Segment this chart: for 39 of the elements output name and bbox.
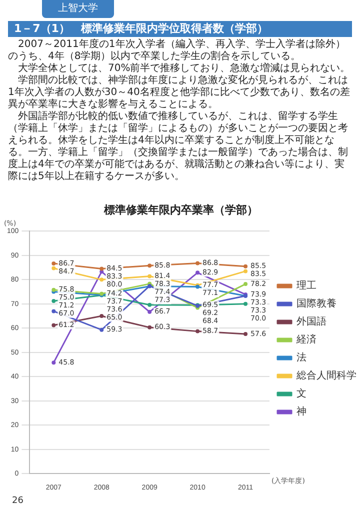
point	[148, 302, 152, 307]
legend-label: 神	[296, 406, 306, 418]
text: 2007～2011年度の1年次入学者（編入学、再入学、学士入学者は除外）のうち、4年（8学期）以内で卒業した学生の割合を示している。	[8, 39, 346, 62]
text: 上智大学	[42, 0, 114, 18]
legend-label: 法	[296, 352, 306, 364]
point	[52, 360, 56, 365]
point	[148, 274, 152, 278]
legend-label: 文	[296, 388, 306, 400]
point	[148, 310, 152, 314]
point	[244, 264, 248, 268]
text: 26	[12, 496, 24, 506]
point	[244, 332, 248, 336]
point	[196, 261, 200, 266]
point	[148, 264, 152, 268]
point	[148, 325, 152, 330]
legend-label: 総合人間科学	[296, 370, 356, 382]
point	[52, 309, 56, 314]
legend-label: 理工	[296, 280, 316, 292]
point	[196, 329, 200, 334]
point	[244, 269, 248, 274]
point	[100, 314, 104, 318]
chart-title: 標準修業年限内卒業率（学部）	[103, 203, 258, 216]
legend-label: 外国語	[296, 316, 326, 328]
point	[244, 282, 248, 286]
point	[52, 299, 56, 304]
text: 学部間の比較では、神学部は年度により急激な変化が見られるが、これは1年次入学者の人数が30～40名程度と他学部に比べて少数であり、数名の差異が卒業率に大きな影響を与えることによる。	[8, 75, 351, 110]
legend-label: 経済	[296, 334, 316, 346]
point	[52, 261, 56, 266]
point	[100, 266, 104, 271]
legend-label: 国際教養	[296, 298, 336, 310]
point	[100, 278, 104, 282]
point	[244, 302, 248, 306]
text: 1－7（1） 標準修業年限内学位取得者数（学部）	[8, 21, 352, 37]
point	[52, 266, 56, 270]
point	[100, 328, 104, 332]
point	[196, 270, 200, 275]
point	[52, 323, 56, 328]
text: 外国語学部が比較的低い数値で推移しているが、これは、留学する学生（学籍上「休学」または「留学」によるもの）が多いことが一つの要因と考えられる。休学をした学生は4年以内に卒業することが制度上不可能となる。一方、学籍上「留学」（交換留学または一般留学）であった場合は、制度上は4年での卒業が可能ではあるが、就職活動との兼ね合い等により、実際には5年以上在籍するケースが多い。	[8, 111, 349, 183]
text: 大学全体としては、70%前半で推移しており、急激な増減は見られない。	[17, 63, 352, 74]
